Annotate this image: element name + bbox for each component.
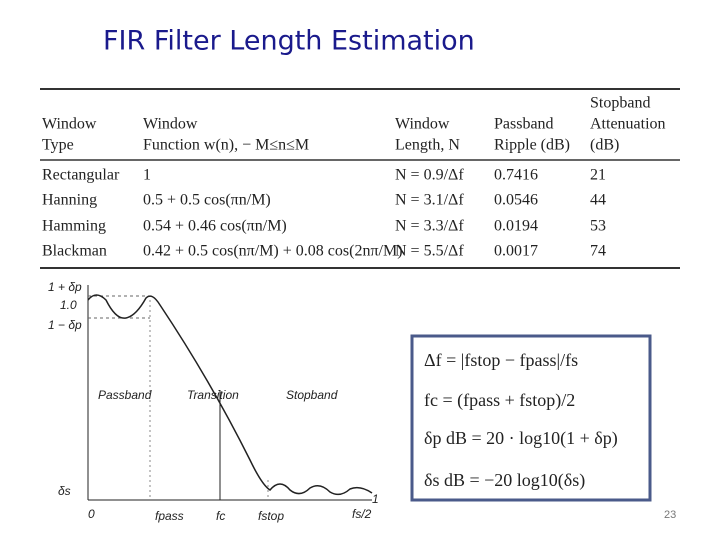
x-label: 1 — [372, 492, 379, 506]
equation: fc = (fpass + fstop)/2 — [424, 390, 575, 411]
table-cell: N = 3.1/Δf — [395, 192, 464, 209]
table-cell: 0.0017 — [494, 243, 538, 260]
table-cell: 21 — [590, 167, 606, 184]
table-cell: Rectangular — [42, 167, 120, 184]
x-label: fpass — [155, 509, 184, 523]
filter-diagram: 1 + δp 1.0 1 − δp δs 0 fpass fc fstop fs… — [48, 280, 379, 523]
equation-box — [410, 334, 652, 502]
page-number: 23 — [664, 509, 676, 521]
table-cell: 74 — [590, 243, 606, 260]
y-label: 1.0 — [60, 298, 77, 312]
table-cell: Hamming — [42, 218, 106, 235]
table-cell: 0.54 + 0.46 cos(πn/M) — [143, 218, 287, 235]
table-cell: 1 — [143, 167, 151, 184]
table-header: (dB) — [590, 137, 619, 154]
table-header: Stopband — [590, 95, 650, 112]
response-curve — [87, 294, 373, 496]
y-label: δs — [58, 484, 71, 498]
table-cell: N = 0.9/Δf — [395, 167, 464, 184]
table-cell: 0.0194 — [494, 218, 538, 235]
equation: Δf = |fstop − fpass|/fs — [424, 350, 578, 370]
slide-title: FIR Filter Length Estimation — [103, 26, 475, 57]
region-label: Transition — [187, 388, 239, 402]
table-cell: 44 — [590, 192, 606, 209]
table-cell: Hanning — [42, 192, 97, 209]
table-header: Type — [42, 137, 74, 154]
table-cell: N = 3.3/Δf — [395, 218, 464, 235]
table-cell: 0.42 + 0.5 cos(nπ/M) + 0.08 cos(2nπ/M) — [143, 243, 403, 260]
table-cell: Blackman — [42, 243, 107, 260]
x-label: fc — [216, 509, 225, 523]
region-label: Stopband — [286, 388, 338, 402]
table: Window Type Window Function w(n), − M≤n≤M Wi… — [40, 88, 680, 269]
table-header: Window — [395, 116, 450, 133]
table-header: Window — [143, 116, 198, 133]
table-cell: 53 — [590, 218, 606, 235]
table-cell: N = 5.5/Δf — [395, 243, 464, 260]
equation: δp dB = 20 · log10(1 + δp) — [424, 428, 618, 449]
table-header: Window — [42, 116, 97, 133]
table-header: Attenuation — [590, 116, 666, 133]
y-label: 1 − δp — [48, 318, 82, 332]
x-label: 0 — [88, 507, 95, 521]
table-cell: 0.0546 — [494, 192, 538, 209]
table-cell: 0.7416 — [494, 167, 538, 184]
x-label: fstop — [258, 509, 284, 523]
y-label: 1 + δp — [48, 280, 82, 294]
table-cell: 0.5 + 0.5 cos(πn/M) — [143, 192, 271, 209]
region-label: Passband — [98, 388, 152, 402]
table-header: Length, N — [395, 137, 460, 154]
table-header: Ripple (dB) — [494, 137, 570, 154]
x-label: fs/2 — [352, 507, 372, 521]
equation: δs dB = −20 log10(δs) — [424, 470, 585, 491]
table-header: Function w(n), − M≤n≤M — [143, 137, 309, 154]
table-header: Passband — [494, 116, 554, 133]
